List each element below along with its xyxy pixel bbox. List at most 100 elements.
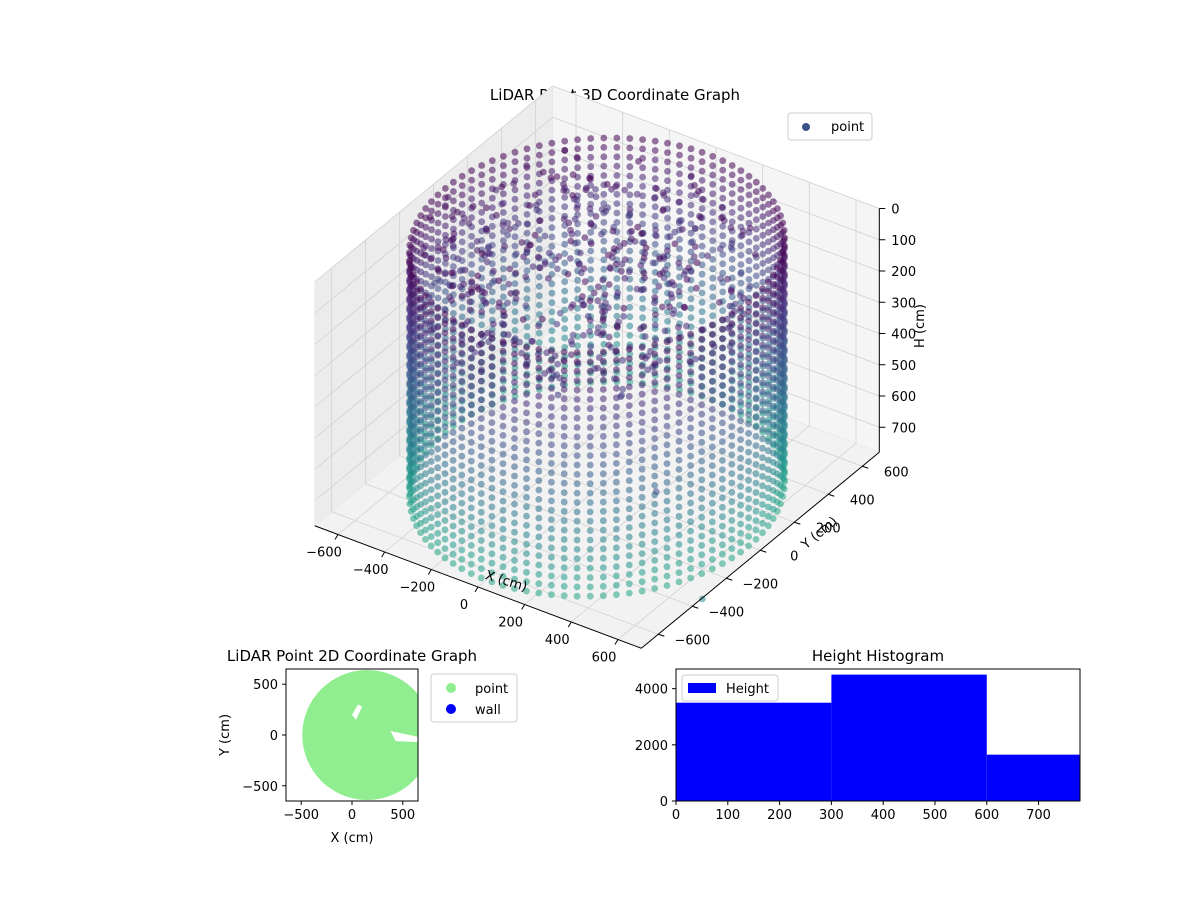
chart-3d-point <box>687 201 695 209</box>
chart-3d-point <box>752 225 760 233</box>
chart-3d-point <box>560 517 568 525</box>
chart-3d-point <box>752 489 760 496</box>
chart-3d-point <box>511 557 518 564</box>
chart-3d-point <box>467 485 475 493</box>
chart-3d-point <box>535 142 543 150</box>
chart-3d-point <box>574 229 581 237</box>
chart-3d-point <box>524 220 531 228</box>
chart-3d-point <box>598 230 605 238</box>
chart-3d-point <box>600 134 608 142</box>
chart-3d-point <box>737 186 745 193</box>
chart-3d-point <box>504 299 511 307</box>
chart-3d-point <box>728 385 736 393</box>
chart-3d-point <box>427 467 435 475</box>
chart-3d-point <box>687 490 694 497</box>
chart-3d-point <box>651 538 659 545</box>
chart-3d-point <box>709 302 717 310</box>
chart-3d-point <box>687 377 694 385</box>
chart-3d-point <box>764 278 772 286</box>
chart-3d-point <box>441 526 449 534</box>
chart-3d-point <box>728 339 736 346</box>
chart-3d-point <box>448 213 456 220</box>
chart-3d-point <box>467 363 475 371</box>
chart-3d-point <box>489 320 497 328</box>
chart-3d-point <box>626 211 634 219</box>
chart-3d-point <box>653 185 660 193</box>
chart-3d-point <box>698 410 706 418</box>
chart-3d-point <box>488 222 496 230</box>
chart-3d-point <box>745 182 753 190</box>
chart-3d-point <box>675 559 683 567</box>
chart-3d-point <box>535 552 543 559</box>
chart-3d-point <box>687 220 695 228</box>
chart-3d-point <box>764 287 772 295</box>
chart-3d-point <box>687 574 694 582</box>
chart-3d-point <box>511 205 519 213</box>
chart-3d-point <box>535 355 543 363</box>
chart-3d-point <box>683 322 690 330</box>
chart-3d-point <box>716 299 723 306</box>
chart-3d-point <box>639 201 646 209</box>
chart-3d-point <box>779 219 787 227</box>
chart-3d-point <box>613 356 620 364</box>
chart-3d-point <box>586 527 594 534</box>
chart-3d-point <box>737 304 744 312</box>
chart-3d-point <box>427 336 435 343</box>
chart-3d-point <box>548 356 555 364</box>
chart-3d-point <box>626 172 634 180</box>
chart-3d-point <box>708 396 716 404</box>
chart-3d-point <box>565 219 573 227</box>
chart-3d-point <box>535 273 543 281</box>
chart-3d-point <box>458 424 466 432</box>
chart-3d-point <box>737 473 744 481</box>
chart-2d-legend: point wall <box>430 673 518 723</box>
chart-3d-point <box>574 164 581 172</box>
chart-3d-point <box>698 177 706 184</box>
chart-3d-point <box>698 532 706 540</box>
chart-3d-point <box>605 281 613 288</box>
chart-3d-point <box>687 405 694 413</box>
chart-3d-point <box>488 531 496 539</box>
chart-3d-point <box>560 357 568 365</box>
chart-3d-point <box>422 414 429 421</box>
chart-3d-point <box>613 469 620 477</box>
chart-3d-point <box>488 512 496 520</box>
chart-3d-point <box>441 423 449 431</box>
chart-3d-point <box>523 437 530 445</box>
chart-3d-point <box>586 442 594 450</box>
chart-3d-point <box>764 306 772 314</box>
chart-3d-point <box>579 293 586 300</box>
chart-3d-point <box>676 283 683 290</box>
chart-3d-point <box>676 151 683 159</box>
chart-3d-point <box>625 421 633 428</box>
chart-3d-point <box>613 516 620 524</box>
chart-3d-point <box>677 217 685 224</box>
chart-3d-point <box>449 391 457 399</box>
chart-3d-point <box>719 316 726 324</box>
chart-3d-point <box>708 340 716 348</box>
chart-3d-point <box>708 565 716 573</box>
chart-3d-point <box>490 267 497 275</box>
chart-3d-point <box>573 527 581 534</box>
chart-3d-point <box>708 490 716 498</box>
chart-3d-point <box>511 360 518 367</box>
chart-3d-gridline <box>314 85 553 283</box>
chart-3d-point <box>410 271 417 279</box>
chart-3d-point <box>477 405 485 413</box>
chart-3d-point <box>737 342 744 350</box>
chart-3d-point <box>488 362 496 370</box>
chart-3d-point <box>698 523 706 531</box>
chart-3d-point <box>564 270 572 278</box>
chart-3d-point <box>651 482 659 489</box>
chart-3d-point <box>613 460 620 467</box>
chart-3d-point <box>441 554 449 562</box>
chart-3d-point <box>639 145 646 153</box>
chart-3d-point <box>511 482 518 489</box>
chart-3d-point <box>511 425 518 433</box>
chart-3d-point <box>719 391 726 399</box>
chart-3d-point <box>421 251 428 259</box>
chart-3d-point <box>427 495 435 503</box>
chart-3d-point <box>613 312 621 320</box>
chart-3d-point <box>467 560 475 568</box>
chart-3d-point <box>548 289 556 297</box>
